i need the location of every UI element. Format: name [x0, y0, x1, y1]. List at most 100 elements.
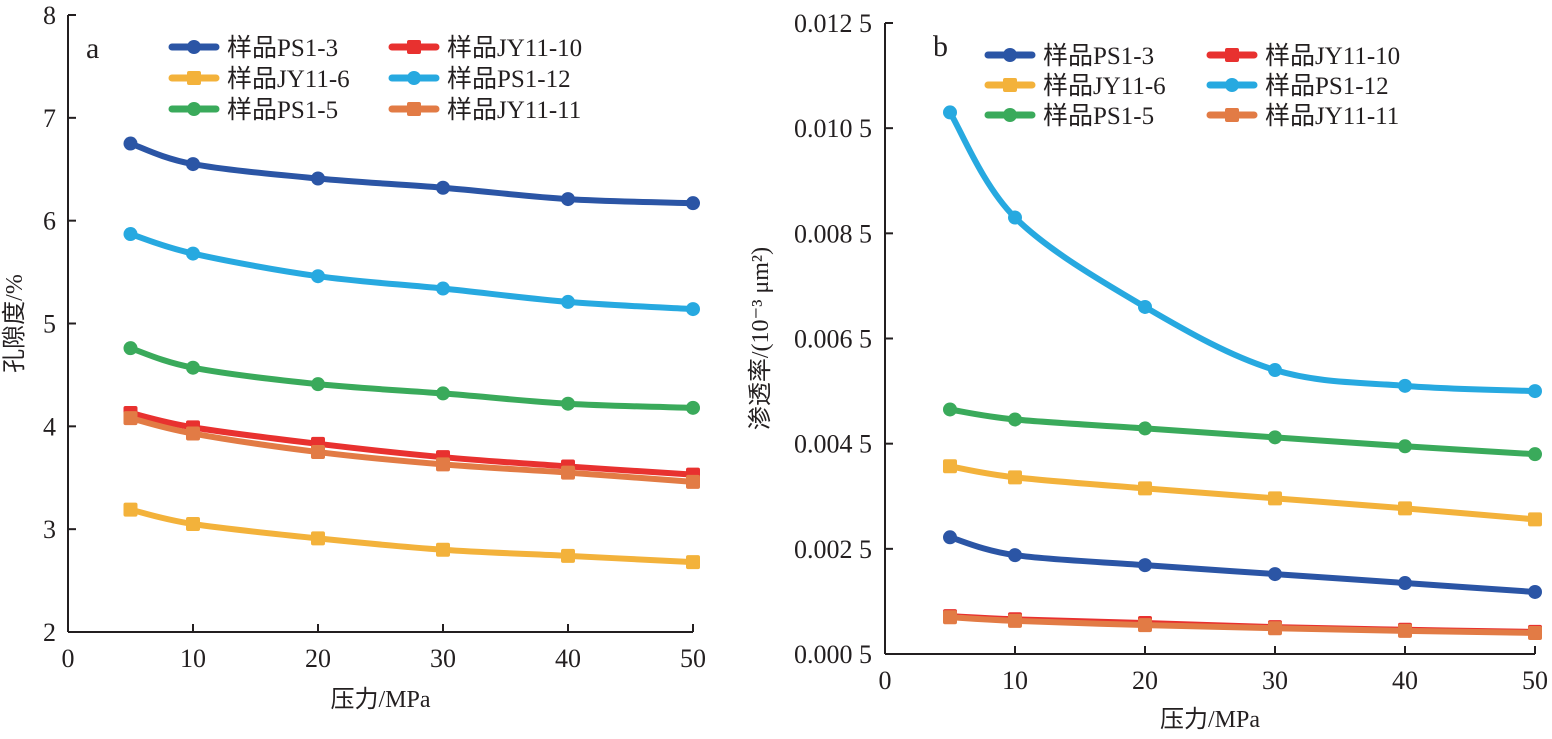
series-line [947, 463, 1538, 523]
data-point-marker [1268, 621, 1282, 636]
data-point-marker [436, 457, 450, 472]
data-point-marker [1398, 576, 1412, 591]
legend-label: 样品PS1-5 [227, 96, 338, 124]
panel-b-permeability-chart: 0.000 5 0.002 5 0.004 5 0.006 5 0.008 5 0.010… [747, 9, 1548, 733]
data-point-marker [1528, 625, 1542, 640]
panel-label: a [86, 32, 99, 65]
circle-marker-icon [187, 102, 201, 116]
legend-label: 样品PS1-3 [1043, 42, 1154, 70]
data-point-marker [311, 377, 325, 392]
data-point-marker [1268, 363, 1282, 378]
legend-item: 样品PS1-5 [168, 96, 338, 124]
x-axis-title: 压力/MPa [1160, 706, 1260, 733]
legend-item: 样品PS1-5 [984, 102, 1154, 130]
y-tick-label: 0.012 5 [794, 9, 872, 38]
series-line [947, 406, 1538, 458]
legend-label: 样品JY11-11 [1265, 102, 1399, 130]
y-tick-label: 0.002 5 [794, 535, 872, 564]
x-tick-label: 20 [1132, 666, 1158, 695]
legend-item: 样品PS1-3 [984, 42, 1154, 70]
data-point-marker [123, 227, 138, 242]
data-point-marker [686, 400, 700, 415]
data-point-marker [1138, 618, 1152, 633]
legend-item: 样品JY11-11 [388, 96, 581, 124]
square-marker-icon [1225, 48, 1239, 62]
legend-item: 样品JY11-6 [984, 72, 1166, 100]
legend-label: 样品JY11-10 [1265, 42, 1400, 70]
data-point-marker [1008, 470, 1022, 485]
data-point-marker [436, 180, 450, 195]
data-point-marker [436, 281, 450, 296]
legend-label: 样品PS1-3 [227, 34, 338, 62]
data-point-marker [561, 548, 575, 563]
circle-marker-icon [1225, 78, 1239, 92]
series-line [127, 506, 696, 566]
legend-label: 样品PS1-5 [1043, 102, 1154, 130]
legend: 样品PS1-3 样品JY11-10 样品JY11-6 样品PS1-12 样品PS1-5 样… [168, 34, 582, 124]
data-point-marker [686, 474, 700, 489]
y-tick-label: 0.010 5 [794, 114, 872, 143]
data-point-marker [1008, 548, 1022, 563]
data-point-marker [1398, 501, 1412, 516]
data-point-marker [186, 157, 200, 172]
x-axis-title: 压力/MPa [330, 686, 430, 713]
legend-label: 样品JY11-6 [1043, 72, 1166, 100]
series-样品PS1-12 [943, 105, 1542, 399]
data-point-marker [943, 530, 957, 545]
data-point-marker [436, 542, 450, 557]
legend-label: 样品JY11-11 [447, 96, 581, 124]
data-point-marker [311, 445, 325, 460]
series-line [127, 140, 696, 207]
y-axis-title: 渗透率/(10⁻³ μm²) [747, 247, 774, 430]
y-tick-label: 0.006 5 [794, 325, 872, 354]
data-point-marker [1528, 384, 1542, 399]
legend-item: 样品PS1-12 [1206, 72, 1389, 100]
x-tick-label: 30 [430, 644, 456, 673]
data-point-marker [1528, 447, 1542, 462]
square-marker-icon [1225, 108, 1239, 122]
data-point-marker [943, 459, 957, 474]
data-point-marker [686, 555, 700, 570]
x-tick-label: 20 [305, 644, 331, 673]
data-point-marker [686, 196, 700, 211]
series-样品JY11-11 [123, 411, 700, 489]
data-point-marker [186, 517, 200, 532]
y-tick-label: 2 [43, 618, 56, 647]
y-tick-label: 5 [43, 310, 56, 339]
legend-item: 样品PS1-12 [388, 65, 571, 93]
series-样品PS1-3 [123, 136, 700, 211]
y-tick-label: 0.000 5 [794, 640, 872, 669]
data-point-marker [1268, 430, 1282, 445]
data-point-marker [1138, 299, 1152, 314]
y-axis-title: 孔隙度/% [1, 274, 28, 373]
series-line [947, 109, 1538, 395]
series-样品PS1-5 [943, 402, 1542, 462]
data-point-marker [1138, 481, 1152, 496]
data-point-marker [561, 294, 575, 309]
data-point-marker [1528, 584, 1542, 599]
data-point-marker [1008, 613, 1022, 628]
x-tick-label: 30 [1262, 666, 1288, 695]
data-point-marker [1398, 439, 1412, 454]
series-line [127, 409, 696, 478]
panel-a-porosity-chart: 2 3 4 5 6 7 8 0 10 20 30 40 50 压力/MPa 孔隙度/% a 样品PS1-3 样品J… [1, 1, 706, 713]
data-point-marker [686, 302, 700, 317]
series-样品JY11-6 [123, 502, 700, 570]
square-marker-icon [407, 40, 421, 54]
legend-label: 样品PS1-12 [447, 65, 571, 93]
data-point-marker [1268, 491, 1282, 506]
data-point-marker [1138, 421, 1152, 436]
data-point-marker [1398, 378, 1412, 393]
series-样品JY11-10 [123, 405, 700, 482]
data-point-marker [186, 426, 200, 441]
x-tick-label: 0 [879, 666, 892, 695]
data-point-marker [311, 531, 325, 546]
x-tick-label: 50 [680, 644, 706, 673]
data-point-marker [561, 396, 575, 411]
y-tick-label: 7 [43, 104, 56, 133]
square-marker-icon [1003, 78, 1017, 92]
data-point-marker [311, 269, 325, 284]
panel-label: b [933, 30, 948, 63]
data-point-marker [943, 402, 957, 417]
